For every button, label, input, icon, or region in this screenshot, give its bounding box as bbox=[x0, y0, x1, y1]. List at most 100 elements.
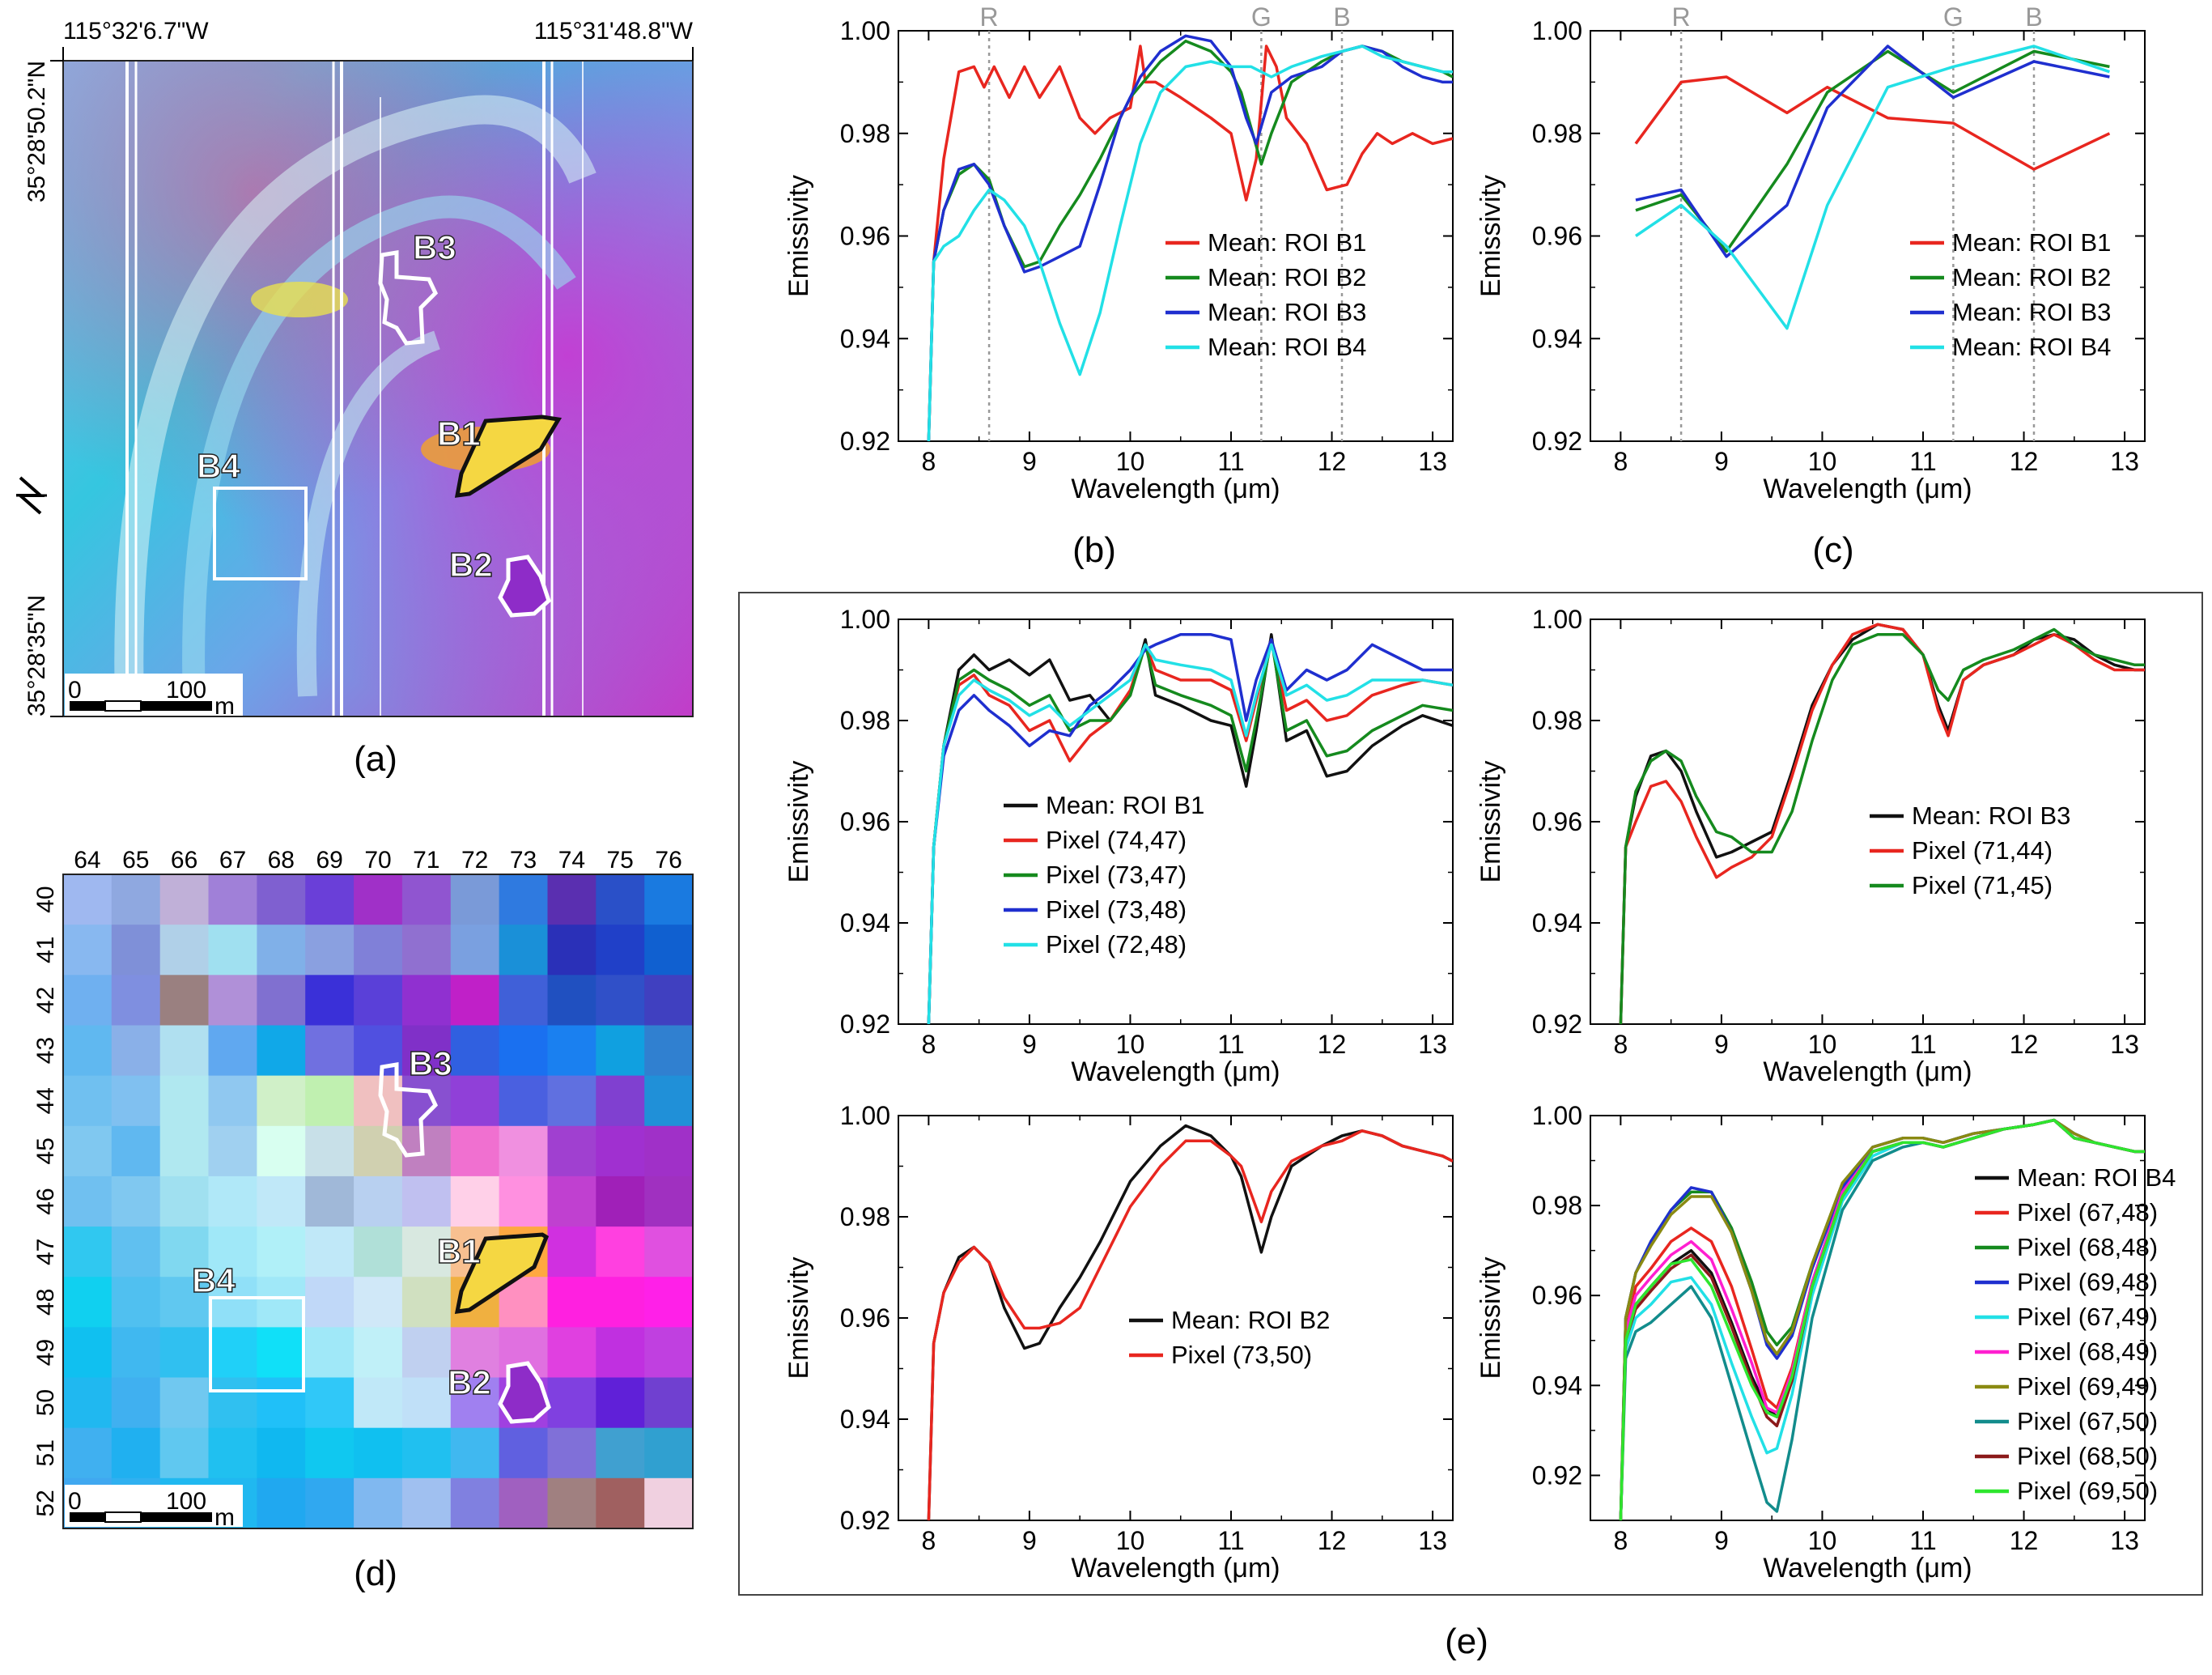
series-line bbox=[1619, 627, 2145, 1024]
grid-cell bbox=[63, 1125, 113, 1177]
grid-cell bbox=[63, 1277, 113, 1328]
grid-cell bbox=[401, 1125, 452, 1177]
panel-a-map: B3 B1 B2 B4 0 100 m 115°32'6.7"W 115°31'… bbox=[15, 18, 694, 779]
scale-bar-unit: m bbox=[214, 693, 235, 720]
grid-cell bbox=[596, 874, 645, 925]
grid-cell bbox=[499, 1427, 548, 1479]
grid-cell bbox=[499, 1075, 548, 1127]
scale-bar-zero: 0 bbox=[68, 677, 82, 704]
panel-d-label: (d) bbox=[354, 1554, 397, 1593]
y-tick-label: 0.92 bbox=[1532, 427, 1582, 456]
grid-cell bbox=[499, 1175, 548, 1227]
grid-cell bbox=[63, 1377, 113, 1429]
band-reference-label: G bbox=[1251, 2, 1272, 32]
north-arrow-icon bbox=[15, 476, 47, 515]
grid-cell bbox=[644, 1377, 694, 1429]
grid-column-label: 66 bbox=[171, 847, 197, 874]
x-tick-label: 11 bbox=[1909, 1030, 1936, 1059]
grid-cell bbox=[499, 975, 548, 1027]
grid-cell bbox=[257, 1277, 306, 1328]
x-axis-label: Wavelength (μm) bbox=[1763, 474, 1972, 504]
legend-label: Pixel (73,47) bbox=[1046, 861, 1187, 889]
scale-bar-100: 100 bbox=[166, 677, 206, 704]
x-tick-label: 12 bbox=[1318, 447, 1347, 476]
grid-cell bbox=[208, 1175, 257, 1227]
roi-b1-outline bbox=[454, 414, 563, 498]
grid-cell bbox=[305, 1125, 355, 1177]
band-reference-label: R bbox=[1672, 2, 1691, 32]
x-tick-label: 8 bbox=[1613, 1526, 1628, 1555]
legend-label: Pixel (68,48) bbox=[2017, 1233, 2158, 1261]
grid-cell bbox=[354, 1377, 403, 1429]
x-tick-label: 8 bbox=[921, 1526, 936, 1555]
y-axis-label: Emissivity bbox=[1475, 1256, 1506, 1379]
grid-cell bbox=[257, 1427, 306, 1479]
grid-cell bbox=[450, 925, 500, 976]
grid-cell bbox=[159, 1175, 210, 1227]
grid-cell bbox=[644, 1075, 694, 1127]
lat-top-label: 35°28'50.2"N bbox=[23, 61, 50, 202]
y-tick-label: 0.96 bbox=[1532, 1281, 1582, 1310]
legend-label: Mean: ROI B1 bbox=[1952, 228, 2111, 257]
x-tick-label: 10 bbox=[1116, 447, 1145, 476]
panel-e-label: (e) bbox=[1445, 1622, 1488, 1661]
grid-cell bbox=[354, 925, 403, 976]
legend-label: Pixel (69,49) bbox=[2017, 1372, 2158, 1401]
x-tick-label: 10 bbox=[1116, 1030, 1145, 1059]
grid-column-label: 68 bbox=[268, 847, 295, 874]
grid-cell bbox=[547, 1075, 597, 1127]
grid-cell bbox=[111, 1377, 161, 1429]
grid-cell bbox=[401, 1277, 452, 1328]
x-tick-label: 12 bbox=[2010, 1030, 2039, 1059]
grid-cell bbox=[305, 925, 355, 976]
panel-a-label: (a) bbox=[354, 739, 397, 779]
x-tick-label: 10 bbox=[1808, 1030, 1837, 1059]
y-tick-label: 0.94 bbox=[1532, 324, 1582, 353]
grid-cell bbox=[401, 1327, 452, 1379]
grid-cell bbox=[159, 925, 210, 976]
grid-cell bbox=[547, 975, 597, 1027]
series-line bbox=[927, 643, 1453, 1024]
grid-cell bbox=[63, 1427, 113, 1479]
lon-left-label: 115°32'6.7"W bbox=[63, 18, 209, 45]
grid-cell bbox=[159, 1075, 210, 1127]
grid-cell bbox=[257, 1125, 306, 1177]
series-line bbox=[1635, 45, 2110, 258]
grid-cell bbox=[63, 1226, 113, 1278]
grid-cell bbox=[401, 925, 452, 976]
y-tick-label: 1.00 bbox=[1532, 605, 1582, 634]
x-tick-label: 13 bbox=[1418, 447, 1447, 476]
y-tick-label: 0.94 bbox=[840, 324, 890, 353]
grid-row-label: 44 bbox=[32, 1087, 59, 1114]
panel-d-pixel-grid: 64 65 66 67 68 69 70 71 72 73 74 75 76 4041424344454… bbox=[32, 847, 694, 1593]
grid-cell bbox=[450, 1075, 500, 1127]
grid-cell bbox=[257, 1075, 306, 1127]
grid-cell bbox=[208, 1025, 257, 1077]
grid-cell bbox=[450, 1025, 500, 1077]
grid-row-label: 52 bbox=[32, 1490, 59, 1516]
grid-cell bbox=[305, 874, 355, 925]
grid-cell bbox=[596, 975, 645, 1027]
legend-label: Mean: ROI B4 bbox=[1208, 333, 1366, 361]
y-tick-label: 0.92 bbox=[840, 427, 890, 456]
grid-column-label: 65 bbox=[122, 847, 149, 874]
legend-label: Pixel (73,50) bbox=[1171, 1341, 1312, 1369]
legend-label: Pixel (67,50) bbox=[2017, 1407, 2158, 1435]
y-tick-label: 0.94 bbox=[840, 1405, 890, 1434]
x-axis-label: Wavelength (μm) bbox=[1071, 474, 1280, 504]
grid-cell bbox=[499, 874, 548, 925]
grid-cell bbox=[111, 1025, 161, 1077]
grid-cell bbox=[450, 874, 500, 925]
band-reference-label: R bbox=[980, 2, 999, 32]
grid-cell bbox=[354, 975, 403, 1027]
grid-row-label: 43 bbox=[32, 1037, 59, 1064]
series-line bbox=[1619, 623, 2145, 1024]
series-line bbox=[927, 1129, 1453, 1520]
roi-b4-outline bbox=[209, 1296, 305, 1392]
grid-cell bbox=[63, 925, 113, 976]
grid-cell bbox=[305, 1075, 355, 1127]
grid-row-labels: 40 41 42 43 44 45 46 47 48 49 50 51 52 bbox=[32, 886, 59, 1516]
legend-label: Mean: ROI B2 bbox=[1208, 263, 1366, 291]
series-line bbox=[1619, 1118, 2145, 1520]
